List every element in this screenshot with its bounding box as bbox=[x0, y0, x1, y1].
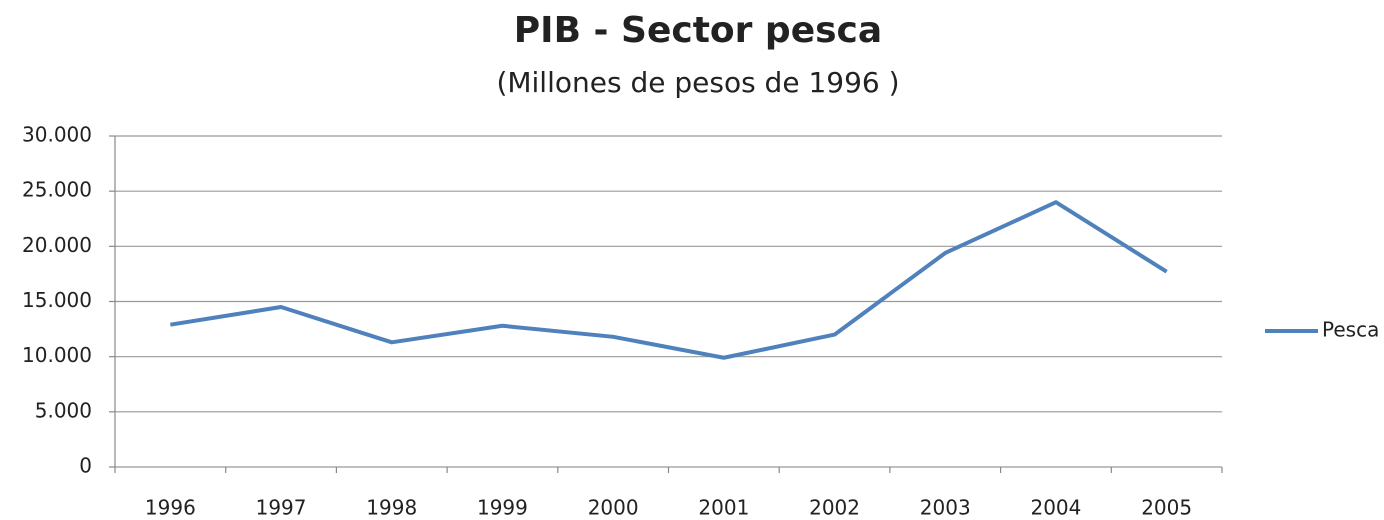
legend-label: Pesca bbox=[1322, 318, 1379, 342]
x-tick-label: 2003 bbox=[920, 496, 971, 520]
x-tick-label: 1997 bbox=[256, 496, 307, 520]
x-tick-label: 2001 bbox=[698, 496, 749, 520]
y-tick-label: 20.000 bbox=[22, 233, 92, 257]
series-line bbox=[170, 202, 1166, 358]
y-tick-label: 5.000 bbox=[35, 398, 92, 422]
y-tick-label: 0 bbox=[79, 454, 92, 478]
y-tick-label: 15.000 bbox=[22, 288, 92, 312]
x-tick-label: 2002 bbox=[809, 496, 860, 520]
y-tick-label: 30.000 bbox=[22, 123, 92, 147]
y-tick-label: 10.000 bbox=[22, 343, 92, 367]
chart-title: PIB - Sector pesca bbox=[514, 10, 882, 51]
x-tick-label: 1996 bbox=[145, 496, 196, 520]
chart-subtitle: (Millones de pesos de 1996 ) bbox=[496, 66, 899, 99]
x-tick-label: 2000 bbox=[588, 496, 639, 520]
chart: PIB - Sector pesca (Millones de pesos de… bbox=[0, 0, 1384, 520]
x-tick-label: 2005 bbox=[1141, 496, 1192, 520]
x-tick-label: 2004 bbox=[1030, 496, 1081, 520]
x-tick-label: 1998 bbox=[366, 496, 417, 520]
y-tick-label: 25.000 bbox=[22, 178, 92, 202]
x-tick-label: 1999 bbox=[477, 496, 528, 520]
